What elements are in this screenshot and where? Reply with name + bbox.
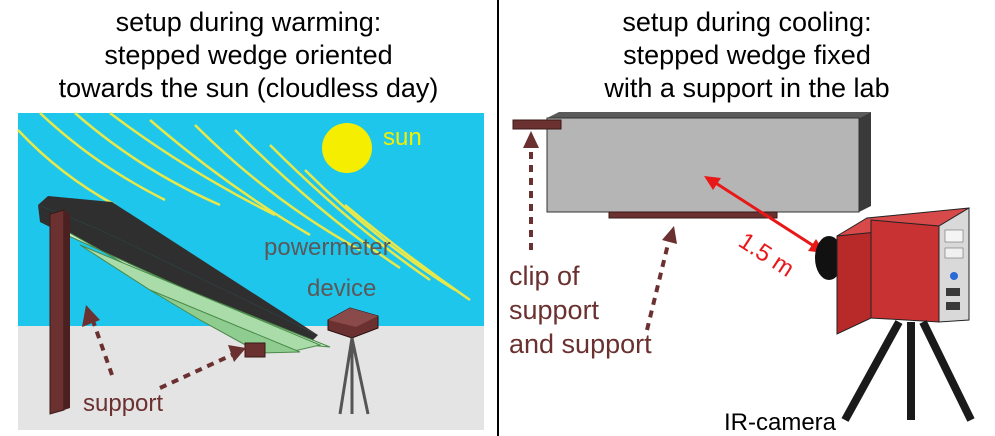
arrowhead xyxy=(82,305,100,327)
clip-label-line-2: support xyxy=(509,295,600,325)
warming-title-line-1: setup during warming: xyxy=(115,7,382,37)
stepped-wedge-lab xyxy=(546,112,871,219)
support-arrows xyxy=(90,317,237,390)
cooling-title: setup during cooling: stepped wedge fixe… xyxy=(499,6,995,105)
clip-arrows xyxy=(529,145,671,331)
device-label: device xyxy=(307,275,376,302)
powermeter-label: powermeter xyxy=(264,234,391,261)
powermeter-device xyxy=(327,307,379,415)
warming-setup-panel: setup during warming: stepped wedge orie… xyxy=(0,0,497,436)
panel-divider xyxy=(497,0,499,436)
support-label: support xyxy=(83,390,163,417)
warming-title: setup during warming: stepped wedge orie… xyxy=(0,6,497,105)
ir-camera-label: IR-camera xyxy=(724,409,837,436)
support-post xyxy=(49,209,70,415)
sun-rays xyxy=(17,112,471,302)
arrowhead xyxy=(523,131,539,148)
warming-title-line-3: towards the sun (cloudless day) xyxy=(58,73,439,103)
cooling-title-line-3: with a support in the lab xyxy=(604,73,890,103)
distance-label: 1.5 m xyxy=(734,227,799,282)
arrowhead xyxy=(228,345,246,362)
clip-label-line-3: and support xyxy=(509,329,652,359)
clip-of-support xyxy=(512,119,562,130)
cooling-title-line-2: stepped wedge fixed xyxy=(623,40,871,70)
cooling-setup-panel: setup during cooling: stepped wedge fixe… xyxy=(499,0,995,436)
ir-camera xyxy=(815,207,975,422)
sun-icon xyxy=(322,123,372,173)
stepped-wedge xyxy=(38,196,331,354)
sun-label: sun xyxy=(383,124,422,151)
warming-illustration: sun powermeter device suppo xyxy=(17,112,484,430)
arrowhead xyxy=(662,226,677,244)
clip-label-line-1: clip of xyxy=(509,261,580,291)
warming-title-line-2: stepped wedge oriented xyxy=(104,40,393,70)
support-block xyxy=(244,342,266,358)
cooling-illustration: clip of support and support 1.5 m xyxy=(509,112,975,436)
cooling-title-line-1: setup during cooling: xyxy=(622,7,872,37)
